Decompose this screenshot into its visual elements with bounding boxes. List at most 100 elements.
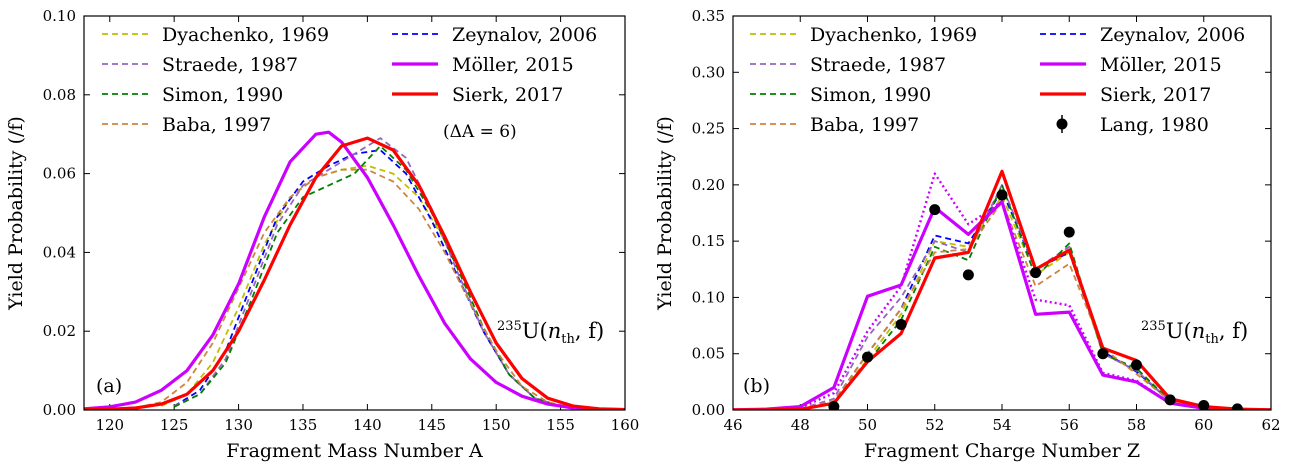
reaction-subscript: th [561,332,575,347]
series-line-simon-1990 [800,184,1271,410]
reaction-tail: , f) [575,319,604,343]
plot-frame [83,15,626,411]
x-tick-label: 130 [224,416,253,434]
reaction-mass-number: 235 [1141,319,1166,334]
panel-b: 46 48 50 52 54 56 58 60 62 0.00 0.05 0.10 0.15 0.20 0.… [654,7,1281,462]
x-tick-label: 140 [353,416,382,434]
data-point-lang-1980 [929,204,941,216]
series-line-straede-1987 [173,137,587,410]
x-tick-label: 160 [611,416,640,434]
x-tick-label: 46 [723,416,742,434]
plot-area [84,130,625,410]
reaction-label: 235U(nth, f) [497,319,604,347]
legend-label: Simon, 1990 [810,84,931,106]
reaction-tail: , f) [1219,319,1248,343]
reaction-element: U( [522,319,548,343]
legend-marker [1056,118,1068,130]
series-line-sierk-2017 [84,136,625,410]
reaction-label: 235U(nth, f) [1141,319,1248,347]
reaction-neutron: n [548,319,562,343]
data-point-lang-1980 [996,189,1008,201]
x-tick-label: 56 [1060,416,1079,434]
series-line-zeynalov-2006 [173,149,587,410]
data-point-lang-1980 [862,351,873,363]
x-tick-label: 120 [95,416,124,434]
x-tick-label: 50 [858,416,877,434]
legend-label: Zeynalov, 2006 [452,24,597,46]
reaction-neutron: n [1192,319,1206,343]
legend-item-m-ller-2015: Möller, 2015 [392,54,574,76]
legend-item-baba-1997: Baba, 1997 [102,114,271,136]
series-line-m-ller-2015 [733,200,1271,410]
x-tick-label: 60 [1194,416,1213,434]
plot-area [733,169,1271,410]
x-axis-title: Fragment Charge Number Z [864,440,1140,462]
y-tick-label: 0.00 [692,401,725,419]
panel-label: (b) [743,375,770,397]
legend-item-zeynalov-2006: Zeynalov, 2006 [392,24,597,46]
legend-label: Straede, 1987 [810,54,946,76]
y-tick-label: 0.10 [43,7,76,25]
data-point-lang-1980 [1164,394,1176,406]
legend-label: Sierk, 2017 [452,84,563,106]
reaction-subscript: th [1205,332,1219,347]
data-point-lang-1980 [962,269,974,281]
y-tick-label: 0.08 [43,86,76,104]
legend-label: Simon, 1990 [162,84,283,106]
legend-label: Möller, 2015 [1100,54,1222,76]
legend-item-sierk-2017: Sierk, 2017 [392,84,563,106]
legend-item-baba-1997: Baba, 1997 [750,114,919,136]
series-line-m-ller-2015-dotted [799,172,1271,410]
data-point-lang-1980 [1231,403,1243,410]
legend-item-straede-1987: Straede, 1987 [102,54,298,76]
data-point-lang-1980 [1131,359,1142,371]
y-tick-label: 0.20 [692,176,725,194]
y-tick-label: 0.25 [692,120,725,138]
legend-label: Dyachenko, 1969 [810,24,977,46]
data-point-lang-1980 [1063,226,1075,238]
legend-item-lang-1980: Lang, 1980 [1056,114,1209,136]
series-line-sierk-2017 [733,169,1271,410]
x-tick-label: 58 [1127,416,1146,434]
legend-item-m-ller-2015: Möller, 2015 [1040,54,1222,76]
legend-item-sierk-2017: Sierk, 2017 [1040,84,1211,106]
legend-label: Zeynalov, 2006 [1100,24,1245,46]
y-tick-label: 0.10 [692,288,725,306]
series-line-baba-1997 [135,168,574,409]
legend-item-simon-1990: Simon, 1990 [102,84,283,106]
series-line-baba-1997 [800,200,1271,410]
panel-a: 120 125 130 135 140 145 150 155 160 0.00 0.02 0.04 0… [5,7,639,462]
x-tick-label: 155 [546,416,575,434]
x-tick-label: 62 [1261,416,1280,434]
legend-item-zeynalov-2006: Zeynalov, 2006 [1040,24,1245,46]
series-line-m-ller-2015 [84,130,625,410]
y-tick-label: 0.02 [43,322,76,340]
x-tick-label: 145 [417,416,446,434]
x-tick-label: 52 [925,416,944,434]
legend-label: Sierk, 2017 [1100,84,1211,106]
legend-label: Lang, 1980 [1100,114,1209,136]
data-point-lang-1980 [1030,267,1042,279]
x-tick-label: 54 [992,416,1011,434]
y-tick-label: 0.15 [692,232,725,250]
reaction-mass-number: 235 [497,319,522,334]
panel-label: (a) [96,375,122,397]
legend-item-straede-1987: Straede, 1987 [750,54,946,76]
data-point-lang-1980 [828,401,840,410]
series-line-simon-1990 [173,145,587,410]
data-point-lang-1980 [1198,399,1210,410]
legend-label: Dyachenko, 1969 [162,24,329,46]
y-axis-title: Yield Probability (/f) [5,116,27,311]
y-tick-label: 0.00 [43,401,76,419]
legend-item-dyachenko-1969: Dyachenko, 1969 [750,24,977,46]
legend-label: Baba, 1997 [810,114,919,136]
legend-label: Möller, 2015 [452,54,574,76]
series-line-dyachenko-1969 [800,195,1271,410]
x-tick-label: 150 [482,416,511,434]
legend-item-simon-1990: Simon, 1990 [750,84,931,106]
data-point-lang-1980 [1097,348,1109,360]
y-tick-label: 0.30 [692,63,725,81]
legend-item-dyachenko-1969: Dyachenko, 1969 [102,24,329,46]
y-tick-label: 0.35 [692,7,725,25]
